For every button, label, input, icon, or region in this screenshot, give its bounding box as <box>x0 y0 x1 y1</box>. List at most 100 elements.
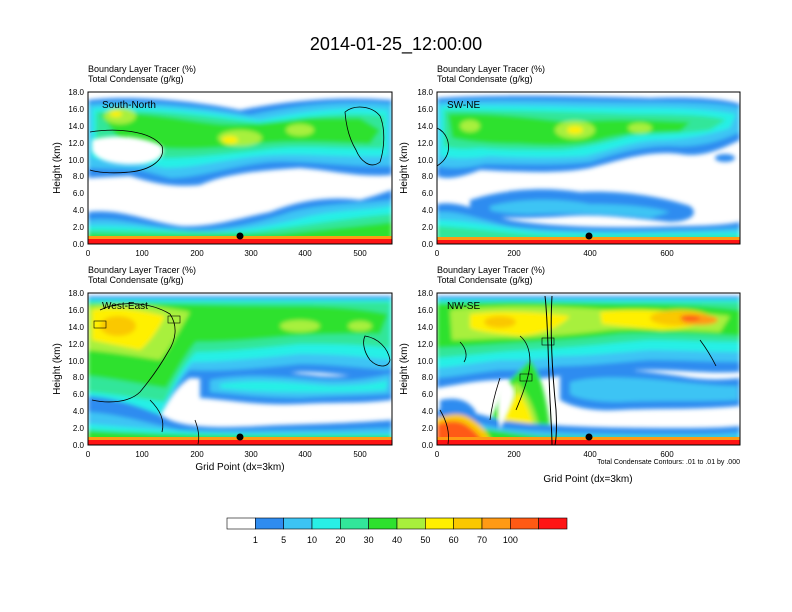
x-tick-label: 300 <box>244 249 258 258</box>
x-tick-label: 500 <box>353 249 367 258</box>
colorbar-swatch <box>311 517 341 530</box>
location-marker <box>585 232 593 240</box>
x-tick-label: 200 <box>507 450 521 459</box>
colorbar-label: 50 <box>420 535 430 545</box>
y-tick-label: 12.0 <box>417 139 433 148</box>
y-tick-label: 16.0 <box>68 105 84 114</box>
y-tick-label: 14.0 <box>68 122 84 131</box>
plot-frame <box>436 292 741 446</box>
colorbar-label: 1 <box>253 535 258 545</box>
y-tick-label: 12.0 <box>68 340 84 349</box>
y-tick-label: 10.0 <box>68 156 84 165</box>
colorbar-swatch <box>283 517 313 530</box>
field-nw-se <box>437 293 740 445</box>
colorbar-swatch <box>340 517 369 530</box>
panel-label: South-North <box>102 100 156 111</box>
panel-sw-ne: Boundary Layer Tracer (%) Total Condensa… <box>399 64 741 258</box>
x-tick-label: 200 <box>507 249 521 258</box>
plot-frame <box>87 91 393 245</box>
colorbar-label: 100 <box>503 535 518 545</box>
y-tick-label: 0.0 <box>73 240 85 249</box>
colorbar-swatch <box>538 517 568 530</box>
panel-subtitle-condensate: Total Condensate (g/kg) <box>88 74 184 84</box>
field-west-east <box>88 293 392 445</box>
y-tick-label: 4.0 <box>73 407 85 416</box>
y-tick-label: 10.0 <box>68 357 84 366</box>
colorbar-label: 20 <box>335 535 345 545</box>
colorbar-label: 40 <box>392 535 402 545</box>
plot-frame <box>436 91 741 245</box>
y-tick-label: 2.0 <box>73 223 85 232</box>
x-axis-label: Grid Point (dx=3km) <box>195 462 284 473</box>
colorbar-swatch <box>453 517 483 530</box>
field-south-north <box>88 92 392 244</box>
y-tick-label: 2.0 <box>422 223 434 232</box>
y-tick-label: 10.0 <box>417 156 433 165</box>
x-tick-label: 200 <box>190 249 204 258</box>
y-axis: 0.0 2.0 4.0 6.0 8.0 10.0 12.0 14.0 16.0 … <box>52 88 85 249</box>
y-tick-label: 0.0 <box>73 441 85 450</box>
y-tick-label: 4.0 <box>422 206 434 215</box>
panel-subtitle-tracer: Boundary Layer Tracer (%) <box>88 265 196 275</box>
y-tick-label: 8.0 <box>422 172 434 181</box>
y-tick-label: 18.0 <box>68 289 84 298</box>
y-tick-label: 0.0 <box>422 240 434 249</box>
y-tick-label: 14.0 <box>417 323 433 332</box>
panel-subtitle-tracer: Boundary Layer Tracer (%) <box>88 64 196 74</box>
y-axis-label: Height (km) <box>399 142 410 194</box>
location-marker <box>236 433 244 441</box>
y-tick-label: 2.0 <box>422 424 434 433</box>
panel-nw-se: Boundary Layer Tracer (%) Total Condensa… <box>399 265 741 485</box>
colorbar-swatch <box>481 517 511 530</box>
y-axis-label: Height (km) <box>399 343 410 395</box>
panel-subtitle-condensate: Total Condensate (g/kg) <box>437 74 533 84</box>
contour-note: Total Condensate Contours: .01 to .01 by… <box>597 459 740 466</box>
x-tick-label: 500 <box>353 450 367 459</box>
y-tick-label: 16.0 <box>68 306 84 315</box>
y-tick-label: 16.0 <box>417 105 433 114</box>
colorbar-label: 10 <box>307 535 317 545</box>
y-axis: 0.0 2.0 4.0 6.0 8.0 10.0 12.0 14.0 16.0 … <box>399 289 434 450</box>
y-axis: 0.0 2.0 4.0 6.0 8.0 10.0 12.0 14.0 16.0 … <box>399 88 434 249</box>
x-tick-label: 300 <box>244 450 258 459</box>
location-marker <box>585 433 593 441</box>
panel-subtitle-tracer: Boundary Layer Tracer (%) <box>437 265 545 275</box>
colorbar-label: 30 <box>364 535 374 545</box>
x-axis-label: Grid Point (dx=3km) <box>543 474 632 485</box>
y-tick-label: 12.0 <box>68 139 84 148</box>
x-axis: 0 100 200 300 400 500 Grid Point (dx=3km… <box>86 450 367 473</box>
x-axis: 0 100 200 300 400 500 <box>86 249 367 258</box>
colorbar-swatch <box>396 517 426 530</box>
colorbar-label: 70 <box>477 535 487 545</box>
colorbar: 1 5 10 20 30 40 50 60 70 100 <box>226 517 568 545</box>
panel-label: West-East <box>102 301 148 312</box>
x-axis: 0 200 400 600 Total Condensate Contours:… <box>435 450 740 485</box>
location-marker <box>236 232 244 240</box>
x-tick-label: 400 <box>583 249 597 258</box>
y-tick-label: 6.0 <box>422 390 434 399</box>
y-tick-label: 18.0 <box>68 88 84 97</box>
y-axis: 0.0 2.0 4.0 6.0 8.0 10.0 12.0 14.0 16.0 … <box>52 289 85 450</box>
panel-subtitle-condensate: Total Condensate (g/kg) <box>88 275 184 285</box>
y-tick-label: 6.0 <box>73 390 85 399</box>
colorbar-swatch <box>226 517 256 530</box>
x-axis: 0 200 400 600 <box>435 249 674 258</box>
x-tick-label: 600 <box>660 249 674 258</box>
y-tick-label: 18.0 <box>417 289 433 298</box>
colorbar-label: 5 <box>281 535 286 545</box>
y-axis-label: Height (km) <box>52 343 63 395</box>
y-tick-label: 8.0 <box>73 373 85 382</box>
y-tick-label: 4.0 <box>422 407 434 416</box>
x-tick-label: 0 <box>435 249 440 258</box>
plot-frame <box>87 292 393 446</box>
panel-subtitle-tracer: Boundary Layer Tracer (%) <box>437 64 545 74</box>
y-tick-label: 8.0 <box>73 172 85 181</box>
panel-label: SW-NE <box>447 100 480 111</box>
y-tick-label: 8.0 <box>422 373 434 382</box>
x-tick-label: 100 <box>135 450 149 459</box>
panel-west-east: Boundary Layer Tracer (%) Total Condensa… <box>52 265 393 473</box>
y-tick-label: 16.0 <box>417 306 433 315</box>
y-tick-label: 12.0 <box>417 340 433 349</box>
x-tick-label: 100 <box>135 249 149 258</box>
y-tick-label: 6.0 <box>73 189 85 198</box>
